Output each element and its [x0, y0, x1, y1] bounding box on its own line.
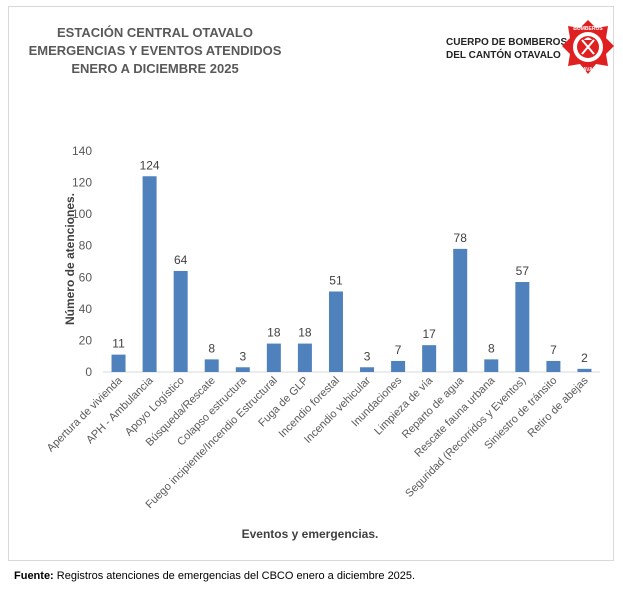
data-label: 11 [112, 337, 125, 351]
y-tick-label: 0 [85, 365, 92, 379]
logo-bottom-text: OTAVALO [576, 67, 599, 73]
bar [266, 343, 281, 372]
chart-frame [8, 6, 614, 561]
bar [391, 360, 406, 372]
data-label: 3 [364, 349, 371, 363]
data-label: 57 [516, 264, 530, 278]
data-label: 2 [581, 351, 588, 365]
bar [546, 360, 561, 372]
bar [422, 345, 437, 372]
data-label: 17 [422, 327, 436, 341]
title-line-2: EMERGENCIAS Y EVENTOS ATENDIDOS [28, 43, 282, 58]
bar [328, 291, 343, 372]
bar [142, 176, 157, 372]
title-line-1: ESTACIÓN CENTRAL OTAVALO [57, 25, 253, 40]
source-label: Fuente: [14, 570, 54, 582]
y-tick-label: 60 [79, 270, 93, 284]
y-tick-label: 140 [72, 144, 92, 158]
bar [453, 248, 468, 372]
data-label: 51 [329, 273, 343, 287]
data-label: 3 [239, 349, 246, 363]
org-line-2: DEL CANTÓN OTAVALO [446, 50, 561, 61]
bar [173, 270, 188, 372]
data-label: 7 [395, 343, 402, 357]
data-label: 8 [488, 341, 495, 355]
data-label: 124 [140, 158, 160, 172]
bar [111, 354, 126, 372]
source-text: Registros atenciones de emergencias del … [53, 570, 416, 582]
organization-name: CUERPO DE BOMBEROS DEL CANTÓN OTAVALO [446, 36, 568, 62]
data-label: 18 [298, 326, 312, 340]
bar [204, 359, 219, 372]
y-tick-label: 40 [79, 302, 93, 316]
y-tick-label: 80 [79, 239, 93, 253]
bar [577, 368, 592, 372]
bar [484, 359, 499, 372]
logo-helmet-icon [584, 37, 592, 40]
data-label: 18 [267, 326, 281, 340]
y-axis-title: Número de atenciones. [63, 192, 77, 326]
data-label: 8 [208, 341, 215, 355]
y-tick-label: 100 [72, 207, 92, 221]
y-tick-label: 20 [79, 333, 93, 347]
y-tick-label: 120 [72, 176, 92, 190]
bar [515, 282, 530, 372]
logo-axes-icon [581, 39, 595, 55]
source-note: Fuente: Registros atenciones de emergenc… [14, 570, 415, 582]
org-line-1: CUERPO DE BOMBEROS [446, 37, 568, 48]
bar [297, 343, 312, 372]
bar [235, 367, 250, 372]
bar [360, 367, 375, 372]
data-label: 7 [550, 343, 557, 357]
data-label: 78 [454, 231, 468, 245]
title-line-3: ENERO A DICIEMBRE 2025 [71, 61, 239, 76]
firefighters-logo: BOMBEROS OTAVALO [562, 20, 614, 74]
x-axis-title: Eventos y emergencias. [241, 527, 379, 541]
logo-top-text: BOMBEROS [573, 26, 603, 32]
data-label: 64 [174, 253, 188, 267]
chart-title: ESTACIÓN CENTRAL OTAVALO EMERGENCIAS Y E… [0, 24, 310, 78]
